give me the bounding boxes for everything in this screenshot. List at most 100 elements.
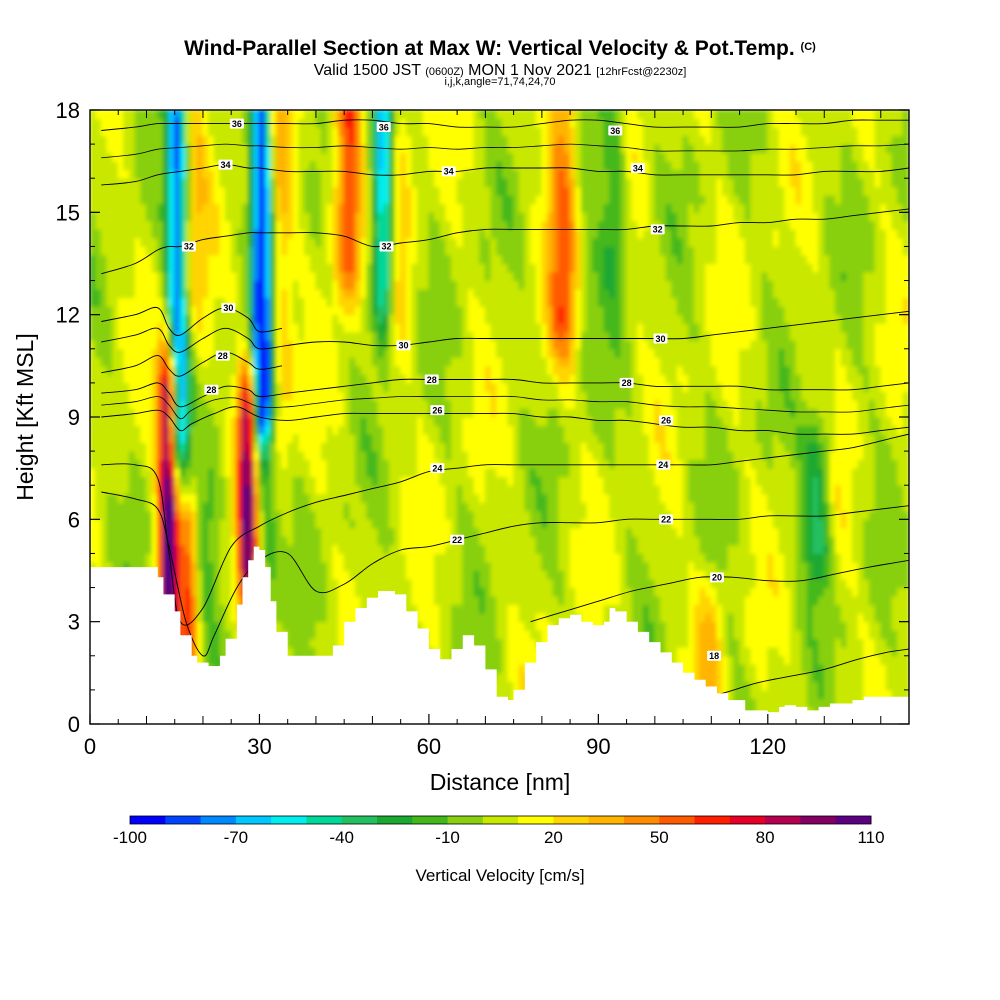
velocity-cell (298, 535, 306, 546)
velocity-cell (162, 314, 170, 324)
velocity-cell (422, 211, 430, 222)
velocity-cell (219, 544, 227, 554)
velocity-cell (388, 510, 396, 520)
velocity-cell (230, 390, 238, 401)
velocity-cell (90, 288, 97, 299)
velocity-cell (371, 271, 379, 282)
velocity-cell (315, 348, 323, 358)
velocity-cell (445, 587, 452, 597)
velocity-cell (439, 629, 447, 640)
velocity-cell (162, 570, 170, 580)
velocity-cell (134, 280, 142, 290)
velocity-cell (467, 297, 475, 307)
velocity-cell (473, 288, 481, 299)
velocity-cell (371, 348, 379, 358)
velocity-cell (275, 263, 283, 273)
velocity-cell (275, 501, 283, 512)
velocity-cell (462, 288, 469, 299)
velocity-cell (400, 587, 407, 597)
velocity-cell (264, 160, 272, 171)
velocity-cell (270, 578, 277, 589)
velocity-cell (145, 280, 153, 290)
velocity-cell (371, 484, 379, 495)
velocity-cell (315, 373, 323, 384)
velocity-cell (179, 390, 187, 401)
velocity-cell (174, 535, 181, 546)
velocity-cell (445, 621, 452, 631)
velocity-cell (360, 228, 368, 239)
velocity-cell (354, 552, 362, 563)
velocity-cell (304, 484, 311, 495)
velocity-cell (191, 348, 198, 358)
velocity-cell (326, 433, 334, 444)
velocity-cell (264, 518, 272, 529)
velocity-cell (422, 544, 430, 554)
velocity-cell (185, 476, 193, 486)
velocity-cell (405, 152, 413, 162)
velocity-cell (157, 110, 164, 120)
velocity-cell (383, 177, 390, 188)
velocity-cell (230, 237, 238, 247)
velocity-cell (371, 510, 379, 520)
velocity-cell (264, 433, 272, 444)
velocity-cell (411, 390, 419, 401)
velocity-cell (157, 535, 164, 546)
velocity-cell (208, 211, 215, 222)
velocity-cell (270, 459, 277, 469)
velocity-cell (462, 245, 469, 256)
velocity-cell (292, 254, 300, 264)
velocity-cell (422, 135, 430, 145)
velocity-cell (117, 245, 125, 256)
velocity-cell (123, 194, 131, 205)
velocity-cell (168, 433, 176, 444)
velocity-cell (275, 339, 283, 350)
velocity-cell (338, 169, 345, 179)
velocity-cell (151, 203, 159, 213)
velocity-cell (388, 305, 396, 316)
velocity-cell (388, 263, 396, 273)
velocity-cell (354, 220, 362, 230)
velocity-cell (450, 237, 458, 247)
velocity-cell (258, 263, 266, 273)
velocity-cell (208, 621, 215, 631)
velocity-cell (371, 467, 379, 478)
velocity-cell (417, 271, 424, 282)
velocity-cell (90, 169, 97, 179)
velocity-cell (162, 373, 170, 384)
velocity-cell (129, 348, 136, 358)
velocity-cell (298, 442, 306, 452)
velocity-cell (445, 399, 452, 409)
velocity-cell (90, 476, 97, 486)
velocity-cell (394, 501, 402, 512)
velocity-cell (196, 587, 204, 597)
velocity-cell (326, 552, 334, 563)
velocity-cell (134, 169, 142, 179)
velocity-cell (434, 331, 441, 341)
velocity-cell (338, 135, 345, 145)
velocity-cell (213, 433, 221, 444)
velocity-cell (417, 135, 424, 145)
velocity-cell (270, 527, 277, 537)
velocity-cell (196, 544, 204, 554)
velocity-cell (332, 587, 340, 597)
velocity-cell (213, 177, 221, 188)
velocity-cell (417, 322, 424, 333)
velocity-cell (343, 220, 351, 230)
velocity-cell (281, 331, 289, 341)
velocity-cell (366, 501, 373, 512)
velocity-cell (95, 365, 102, 375)
velocity-cell (326, 587, 334, 597)
velocity-cell (343, 527, 351, 537)
velocity-cell (112, 544, 119, 554)
velocity-cell (100, 271, 108, 282)
velocity-cell (338, 348, 345, 358)
velocity-cell (383, 552, 390, 563)
velocity-cell (123, 288, 131, 299)
velocity-cell (123, 314, 131, 324)
velocity-cell (309, 390, 317, 401)
velocity-cell (377, 339, 385, 350)
velocity-cell (145, 263, 153, 273)
velocity-cell (467, 527, 475, 537)
velocity-cell (112, 254, 119, 264)
velocity-cell (394, 118, 402, 128)
